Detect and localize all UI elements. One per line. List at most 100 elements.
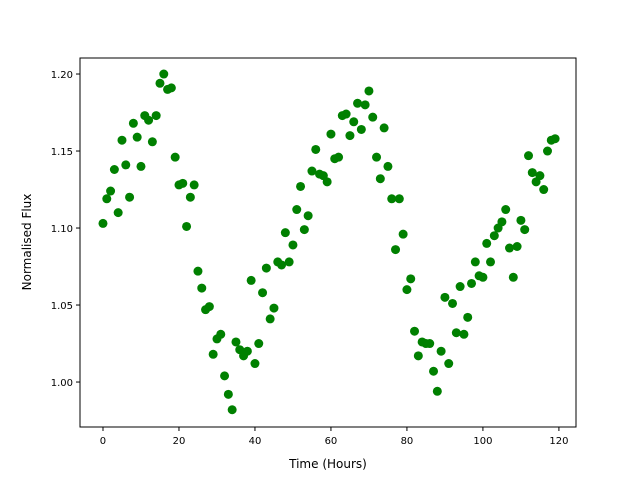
data-point xyxy=(410,326,420,336)
y-tick-label: 1.10 xyxy=(51,224,73,235)
data-point xyxy=(489,231,499,241)
y-tick-label: 1.15 xyxy=(51,147,73,158)
data-point xyxy=(550,134,560,144)
data-point xyxy=(539,185,549,195)
data-point xyxy=(398,229,408,239)
x-tick-label: 40 xyxy=(249,436,262,447)
data-point xyxy=(527,168,537,178)
data-point xyxy=(128,118,138,128)
data-point xyxy=(497,217,507,227)
data-point xyxy=(132,132,142,142)
x-tick-label: 20 xyxy=(173,436,186,447)
data-point xyxy=(413,351,423,361)
data-point xyxy=(106,186,116,196)
data-point xyxy=(383,161,393,171)
data-point xyxy=(356,124,366,134)
data-point xyxy=(98,218,108,228)
data-point xyxy=(117,135,127,145)
data-point xyxy=(269,303,279,313)
data-point xyxy=(261,263,271,273)
data-point xyxy=(334,152,344,162)
data-point xyxy=(102,194,112,204)
data-point xyxy=(284,257,294,267)
x-tick-label: 60 xyxy=(325,436,338,447)
data-point xyxy=(326,129,336,139)
data-point xyxy=(375,174,385,184)
x-tick-label: 100 xyxy=(473,436,492,447)
data-point xyxy=(307,166,317,176)
data-point xyxy=(345,131,355,141)
data-point xyxy=(113,208,123,218)
x-axis: 0 20 40 60 80 100 120 xyxy=(100,427,568,447)
data-point xyxy=(121,160,131,170)
data-point xyxy=(189,180,199,190)
data-point xyxy=(144,115,154,125)
data-point xyxy=(322,177,332,187)
data-point xyxy=(543,146,553,156)
x-axis-label: Time (Hours) xyxy=(288,457,367,471)
data-point xyxy=(353,98,363,108)
data-point xyxy=(436,346,446,356)
data-point xyxy=(299,225,309,235)
data-point xyxy=(220,371,230,381)
y-tick-label: 1.20 xyxy=(51,70,73,81)
x-tick-label: 120 xyxy=(549,436,568,447)
data-point xyxy=(516,215,526,225)
data-point xyxy=(406,274,416,284)
data-point xyxy=(429,366,439,376)
data-point xyxy=(170,152,180,162)
data-point xyxy=(223,389,233,399)
data-point xyxy=(204,302,214,312)
data-point xyxy=(508,272,518,282)
data-point xyxy=(155,78,165,88)
data-point xyxy=(151,111,161,121)
data-point xyxy=(280,228,290,238)
data-point xyxy=(455,282,465,292)
data-point xyxy=(387,194,397,204)
data-point xyxy=(391,245,401,255)
data-point xyxy=(265,314,275,324)
data-point xyxy=(432,386,442,396)
data-point xyxy=(478,272,488,282)
data-point xyxy=(109,165,119,175)
data-point xyxy=(512,242,522,252)
data-point xyxy=(159,69,169,79)
data-point xyxy=(166,83,176,93)
data-point xyxy=(425,339,435,349)
data-point xyxy=(451,328,461,338)
data-point xyxy=(482,238,492,248)
data-point xyxy=(524,151,534,161)
data-point xyxy=(463,312,473,322)
data-point xyxy=(470,257,480,267)
data-point xyxy=(254,339,264,349)
y-tick-label: 1.05 xyxy=(51,301,73,312)
data-point xyxy=(231,337,241,347)
x-tick-label: 0 xyxy=(100,436,106,447)
data-point xyxy=(197,283,207,293)
data-point xyxy=(402,285,412,295)
data-point xyxy=(505,243,515,253)
data-point xyxy=(341,109,351,119)
data-point xyxy=(147,137,157,147)
data-point xyxy=(193,266,203,276)
axes-frame xyxy=(79,57,577,428)
data-point xyxy=(311,144,321,154)
data-point xyxy=(520,225,530,235)
data-point xyxy=(182,221,192,231)
data-point xyxy=(535,171,545,181)
data-point xyxy=(185,192,195,202)
data-point xyxy=(368,112,378,122)
data-point xyxy=(364,86,374,96)
data-point xyxy=(258,288,268,298)
data-point xyxy=(227,405,237,415)
data-point xyxy=(448,298,458,308)
data-point xyxy=(501,205,511,215)
data-point xyxy=(303,211,313,221)
y-axis: 1.00 1.05 1.10 1.15 1.20 xyxy=(51,70,80,389)
data-point xyxy=(246,275,256,285)
data-point xyxy=(394,194,404,204)
data-point xyxy=(292,205,302,215)
data-point xyxy=(136,161,146,171)
data-point xyxy=(349,117,359,127)
